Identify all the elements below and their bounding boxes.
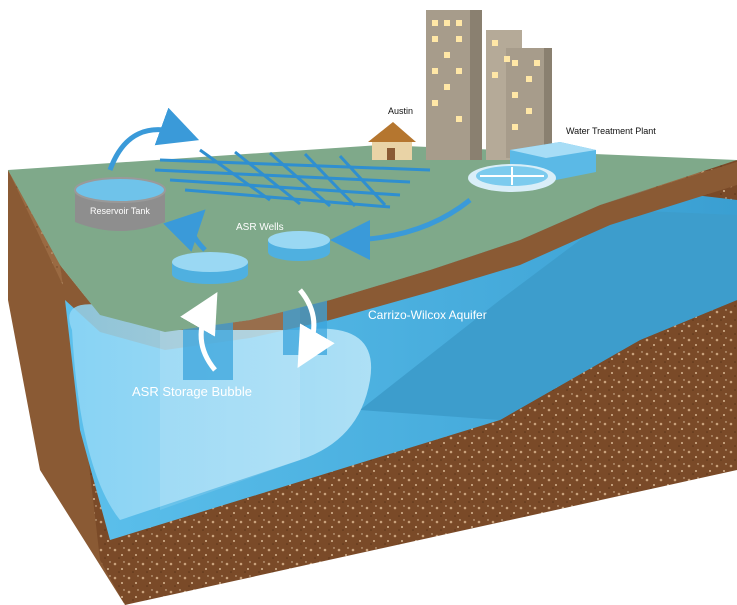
arrow-down-recovery bbox=[297, 288, 335, 369]
city-buildings bbox=[426, 10, 552, 160]
well-head-right bbox=[268, 231, 330, 261]
building-tower-3 bbox=[506, 48, 544, 158]
arrow-up-injection bbox=[180, 291, 218, 372]
label-austin: Austin bbox=[388, 106, 414, 116]
flow-arrows bbox=[107, 107, 472, 260]
label-asr-storage-bubble: ASR Storage Bubble bbox=[132, 384, 252, 399]
label-asr-wells: ASR Wells bbox=[236, 222, 284, 233]
water-treatment-plant bbox=[468, 142, 596, 192]
arrow-plant-to-wells bbox=[330, 198, 472, 260]
house-icon bbox=[368, 122, 416, 160]
arrow-wells-to-tank bbox=[163, 209, 207, 252]
water-distribution-grid bbox=[154, 148, 431, 209]
label-carrizo-wilcox-aquifer: Carrizo-Wilcox Aquifer bbox=[368, 308, 487, 322]
label-water-treatment-plant: Water Treatment Plant bbox=[566, 126, 656, 136]
aquifer-shadow bbox=[360, 210, 737, 420]
arrow-tank-to-grid bbox=[107, 107, 200, 171]
label-reservoir-tank: Reservoir Tank bbox=[90, 206, 150, 216]
reservoir-tank bbox=[74, 177, 166, 231]
well-head-left bbox=[172, 252, 248, 284]
circulation-arrows bbox=[180, 288, 335, 372]
asr-well-heads bbox=[172, 231, 330, 284]
